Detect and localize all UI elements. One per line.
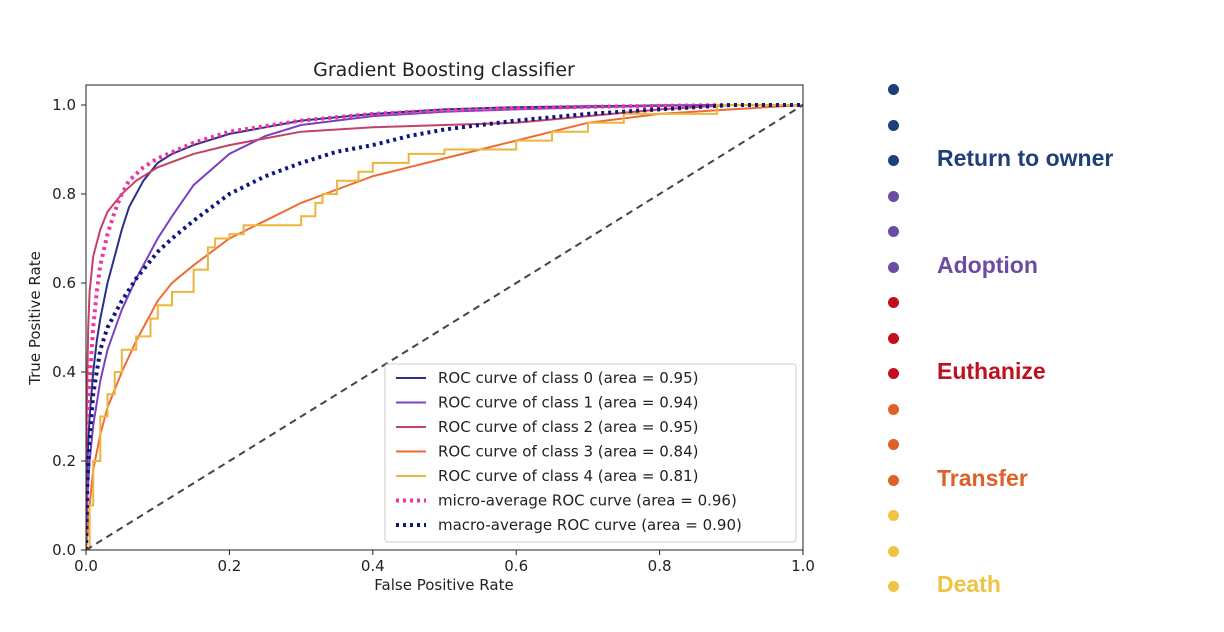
plot-frame (85, 84, 804, 551)
outcome-label: Adoption (937, 251, 1038, 278)
y-tick-label: 1.0 (52, 96, 76, 114)
x-tick-label: 0.4 (361, 557, 385, 575)
outcome-legend: Return to owner Adoption Euthanize Transfer… (880, 72, 1210, 605)
outcome-legend-item (880, 321, 1210, 357)
series-line-6 (86, 103, 803, 550)
bullet-icon (888, 119, 899, 131)
x-tick-label: 0.6 (504, 557, 528, 575)
y-axis-label: True Positive Rate (26, 251, 44, 386)
series-line-5 (86, 103, 803, 550)
bullet-icon (888, 155, 899, 166)
outcome-legend-item (880, 534, 1210, 570)
series-line-1 (86, 104, 803, 550)
bullet-icon (888, 510, 899, 521)
plot-area (86, 103, 803, 550)
chart-title: Gradient Boosting classifier (313, 59, 575, 81)
chart-legend: ROC curve of class 0 (area = 0.95) ROC cu… (384, 363, 797, 543)
bullet-icon (888, 261, 899, 273)
outcome-legend-item (880, 392, 1210, 428)
roc-chart: Gradient Boosting classifier 0.0 0.2 0.4 0.… (26, 59, 815, 594)
outcome-legend-item (880, 179, 1210, 215)
series-line-7 (86, 104, 803, 550)
outcome-legend-item (880, 285, 1210, 321)
outcome-legend-item (880, 214, 1210, 250)
outcome-legend-item: Death (880, 569, 1210, 605)
legend-label: ROC curve of class 2 (area = 0.95) (438, 418, 698, 436)
y-tick-label: 0.4 (52, 363, 76, 381)
x-tick-label: 0.0 (74, 557, 98, 575)
bullet-icon (888, 474, 899, 486)
x-axis-label: False Positive Rate (374, 576, 513, 594)
outcome-legend-item: Return to owner (880, 143, 1210, 179)
x-tick-label: 1.0 (791, 557, 815, 575)
x-tick-label: 0.2 (217, 557, 241, 575)
outcome-label: Transfer (937, 464, 1028, 491)
bullet-icon (888, 84, 899, 95)
bullet-icon (888, 332, 899, 344)
outcome-legend-item (880, 72, 1210, 108)
bullet-icon (888, 403, 899, 415)
y-tick-label: 0.8 (52, 185, 76, 203)
bullet-icon (888, 439, 899, 450)
y-tick-label: 0.6 (52, 274, 76, 292)
series-line-4 (86, 104, 803, 550)
y-tick-label: 0.0 (52, 541, 76, 559)
legend-label: ROC curve of class 3 (area = 0.84) (438, 443, 698, 461)
axis-ticks: 0.0 0.2 0.4 0.6 0.8 1.0 0.0 0.2 0.4 0.6 0.8 1.0 (52, 96, 815, 575)
legend-label: ROC curve of class 4 (area = 0.81) (438, 467, 698, 485)
legend-label: macro-average ROC curve (area = 0.90) (438, 516, 742, 534)
legend-box (384, 363, 797, 543)
outcome-label: Death (937, 571, 1001, 597)
outcome-legend-item (880, 498, 1210, 534)
outcome-legend-item: Adoption (880, 250, 1210, 286)
bullet-icon (888, 297, 899, 308)
bullet-icon (888, 368, 899, 379)
outcome-legend-item (880, 427, 1210, 463)
bullet-icon (888, 226, 899, 237)
legend-label: ROC curve of class 0 (area = 0.95) (438, 369, 698, 387)
legend-label: ROC curve of class 1 (area = 0.94) (438, 394, 698, 412)
x-tick-label: 0.8 (648, 557, 672, 575)
outcome-legend-item (880, 108, 1210, 144)
bullet-icon (888, 190, 899, 202)
y-tick-label: 0.2 (52, 452, 76, 470)
outcome-label: Euthanize (937, 358, 1046, 384)
series-line-2 (86, 104, 803, 550)
legend-label: micro-average ROC curve (area = 0.96) (438, 492, 737, 510)
outcome-legend-item: Euthanize (880, 356, 1210, 392)
bullet-icon (888, 545, 899, 557)
outcome-legend-item: Transfer (880, 463, 1210, 499)
outcome-label: Return to owner (937, 145, 1114, 171)
series-line-0 (86, 104, 803, 550)
bullet-icon (888, 581, 899, 592)
